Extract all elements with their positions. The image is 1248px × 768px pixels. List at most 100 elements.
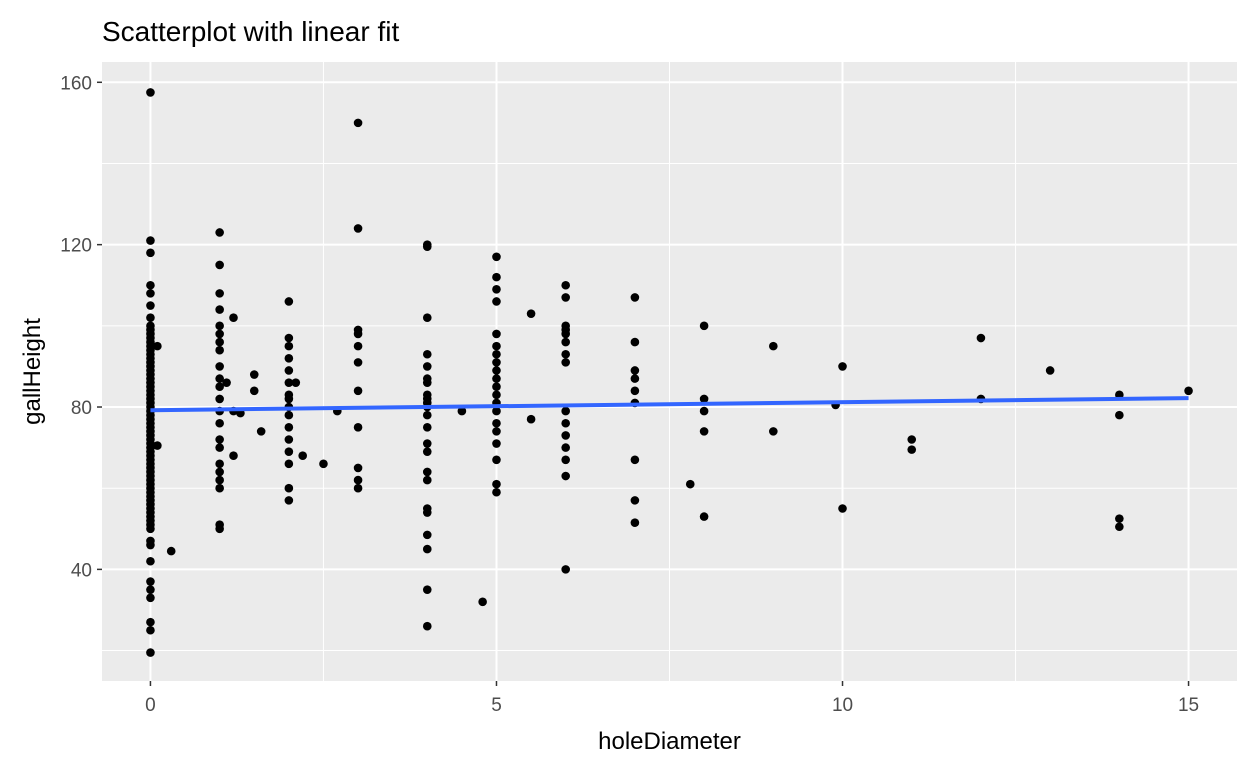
data-point bbox=[422, 530, 432, 540]
data-point bbox=[526, 309, 536, 318]
y-tick-label: 80 bbox=[71, 398, 92, 419]
data-point bbox=[492, 479, 501, 489]
data-point bbox=[838, 504, 847, 513]
data-point bbox=[146, 248, 155, 258]
data-point bbox=[353, 329, 363, 339]
data-point bbox=[284, 447, 294, 456]
data-point bbox=[215, 459, 224, 469]
data-point bbox=[319, 459, 328, 469]
data-point bbox=[561, 471, 570, 481]
data-point bbox=[422, 439, 432, 448]
data-point bbox=[284, 410, 294, 420]
data-point bbox=[222, 378, 231, 387]
data-point bbox=[630, 337, 640, 347]
data-point bbox=[166, 546, 176, 556]
data-point bbox=[422, 410, 432, 420]
data-point bbox=[353, 118, 363, 128]
data-point bbox=[492, 341, 501, 351]
x-tick-label: 5 bbox=[491, 695, 502, 716]
x-tick-label: 0 bbox=[145, 695, 156, 716]
data-point bbox=[215, 289, 224, 298]
data-point bbox=[146, 236, 155, 245]
data-point bbox=[422, 242, 432, 251]
data-point bbox=[561, 329, 570, 339]
data-point bbox=[561, 431, 570, 440]
data-point bbox=[284, 394, 294, 404]
data-point bbox=[492, 366, 501, 375]
data-point bbox=[630, 374, 640, 383]
data-point bbox=[1184, 386, 1193, 396]
data-point bbox=[284, 423, 294, 432]
data-point bbox=[699, 321, 709, 331]
data-point bbox=[699, 512, 709, 521]
data-point bbox=[353, 224, 363, 233]
data-point bbox=[215, 483, 224, 493]
data-point bbox=[526, 414, 536, 424]
data-point bbox=[685, 479, 695, 489]
data-point bbox=[146, 556, 155, 566]
data-point bbox=[284, 354, 294, 363]
data-point bbox=[699, 394, 709, 404]
data-point bbox=[284, 459, 294, 469]
data-point bbox=[492, 487, 501, 497]
data-point bbox=[561, 455, 570, 465]
data-point bbox=[146, 648, 155, 657]
data-point bbox=[215, 443, 224, 452]
data-point bbox=[146, 289, 155, 298]
data-point bbox=[153, 341, 162, 351]
y-axis-ticks: 40 80 120 160 bbox=[60, 73, 102, 581]
data-point bbox=[478, 597, 487, 607]
data-point bbox=[215, 382, 224, 392]
data-point bbox=[561, 443, 570, 452]
data-point bbox=[907, 435, 917, 444]
x-axis-ticks: 0 5 10 15 bbox=[145, 681, 1199, 716]
data-point bbox=[153, 441, 162, 450]
data-point bbox=[422, 362, 432, 371]
data-point bbox=[976, 333, 986, 343]
data-point bbox=[838, 362, 847, 371]
data-point bbox=[422, 313, 432, 323]
data-point bbox=[422, 475, 432, 485]
data-point bbox=[561, 293, 570, 302]
data-point bbox=[492, 252, 501, 262]
data-point bbox=[215, 435, 224, 444]
data-point bbox=[146, 617, 155, 627]
data-point bbox=[284, 297, 294, 306]
x-tick-label: 15 bbox=[1178, 695, 1199, 716]
data-point bbox=[422, 621, 432, 631]
data-point bbox=[492, 272, 501, 282]
data-point bbox=[353, 483, 363, 493]
y-tick-label: 160 bbox=[60, 73, 92, 94]
data-point bbox=[256, 427, 266, 436]
data-point bbox=[215, 374, 224, 383]
data-point bbox=[422, 423, 432, 432]
data-point bbox=[492, 349, 501, 359]
data-point bbox=[146, 585, 155, 594]
data-point bbox=[249, 386, 259, 396]
data-point bbox=[492, 455, 501, 465]
data-point bbox=[561, 418, 570, 428]
data-point bbox=[630, 366, 640, 375]
data-point bbox=[249, 370, 259, 379]
data-point bbox=[907, 445, 917, 454]
data-point bbox=[769, 341, 778, 351]
data-point bbox=[215, 345, 224, 355]
data-point bbox=[699, 427, 709, 436]
data-point bbox=[1045, 366, 1055, 375]
x-tick-label: 10 bbox=[832, 695, 853, 716]
data-point bbox=[492, 390, 501, 400]
data-point bbox=[422, 467, 432, 477]
data-point bbox=[353, 358, 363, 367]
data-point bbox=[492, 382, 501, 392]
data-point bbox=[353, 463, 363, 473]
data-point bbox=[215, 394, 224, 404]
data-point bbox=[492, 285, 501, 294]
data-point bbox=[561, 337, 570, 347]
chart-title: Scatterplot with linear fit bbox=[102, 16, 399, 47]
data-point bbox=[561, 349, 570, 359]
data-point bbox=[146, 280, 155, 290]
data-point bbox=[146, 313, 155, 323]
data-point bbox=[353, 341, 363, 351]
data-point bbox=[215, 524, 224, 534]
